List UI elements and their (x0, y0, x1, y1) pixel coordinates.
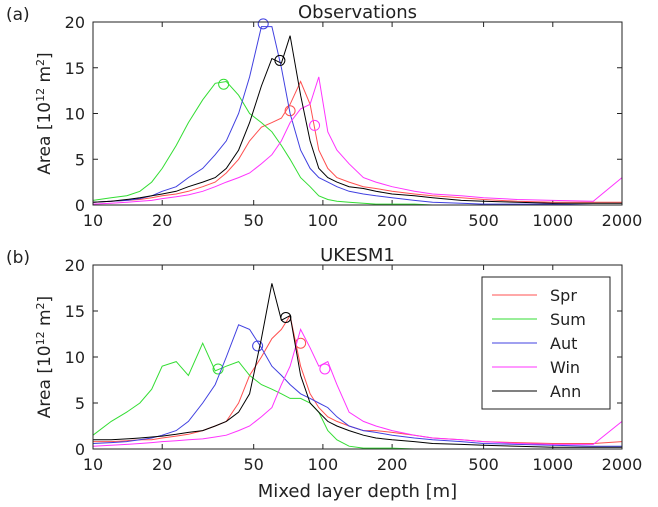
plot-frame (92, 21, 623, 206)
y-axis-label-part: 12 (34, 331, 47, 345)
y-axis-label-part: m (35, 309, 55, 331)
series-line (92, 26, 622, 206)
y-axis-label-part: Area [10 (35, 102, 55, 175)
series-line (92, 80, 622, 203)
y-tick-label: 0 (75, 440, 85, 459)
y-axis-label-part: 2 (34, 59, 47, 66)
y-tick-label: 20 (65, 13, 85, 32)
series-line (92, 80, 622, 206)
x-tick-label: 50 (244, 211, 264, 230)
y-axis-label-part: Area [10 (35, 345, 55, 418)
y-axis-label: Area [1012 m2] (34, 296, 56, 418)
chart-title: UKESM1 (320, 245, 395, 266)
panel-label: (b) (6, 248, 30, 268)
x-tick-label: 10 (83, 455, 103, 474)
x-tick-label: 2000 (602, 455, 643, 474)
y-tick-label: 0 (75, 196, 85, 215)
x-tick-label: 200 (377, 211, 408, 230)
series-marker (274, 54, 286, 66)
y-tick-label: 10 (65, 105, 85, 124)
y-axis-label-part: 2 (34, 302, 47, 309)
legend-label: Spr (550, 286, 577, 305)
y-axis-label: Area [1012 m2] (34, 52, 56, 174)
y-tick-label: 5 (75, 394, 85, 413)
x-tick-label: 500 (468, 211, 499, 230)
series-line (92, 76, 623, 205)
series-marker (218, 78, 230, 90)
series-line (92, 35, 622, 204)
x-tick-label: 1000 (532, 211, 573, 230)
x-tick-label: 100 (308, 211, 339, 230)
x-tick-label: 2000 (602, 211, 643, 230)
legend-label: Sum (550, 310, 586, 329)
y-tick-label: 15 (65, 59, 85, 78)
series-marker (252, 340, 264, 352)
y-tick-label: 5 (75, 150, 85, 169)
legend-label: Win (550, 358, 580, 377)
y-tick-label: 20 (65, 256, 85, 275)
series-marker (295, 337, 307, 349)
x-tick-label: 1000 (532, 455, 573, 474)
x-tick-label: 20 (152, 455, 172, 474)
y-axis-label-part: ] (35, 296, 55, 303)
series-marker (309, 119, 321, 131)
x-tick-label: 10 (83, 211, 103, 230)
x-tick-label: 200 (377, 455, 408, 474)
panel-label: (a) (6, 5, 30, 25)
x-tick-label: 500 (468, 455, 499, 474)
legend-label: Aut (550, 334, 577, 353)
y-tick-label: 15 (65, 302, 85, 321)
x-tick-label: 100 (308, 455, 339, 474)
y-axis-label-part: m (35, 66, 55, 88)
series-marker (280, 311, 292, 323)
x-tick-label: 50 (244, 455, 264, 474)
chart-title: Observations (298, 2, 417, 23)
series-marker (319, 363, 331, 375)
series-line (93, 283, 622, 448)
plot-frame (92, 264, 623, 450)
y-tick-label: 10 (65, 348, 85, 367)
series-marker (284, 105, 296, 117)
series-marker (257, 18, 269, 30)
legend-label: Ann (550, 382, 581, 401)
y-axis-label-part: 12 (34, 88, 47, 102)
series-line (92, 324, 622, 447)
y-axis-label-part: ] (35, 52, 55, 59)
x-tick-label: 20 (152, 211, 172, 230)
series-marker (212, 363, 224, 375)
x-axis-label: Mixed layer depth [m] (258, 481, 457, 502)
